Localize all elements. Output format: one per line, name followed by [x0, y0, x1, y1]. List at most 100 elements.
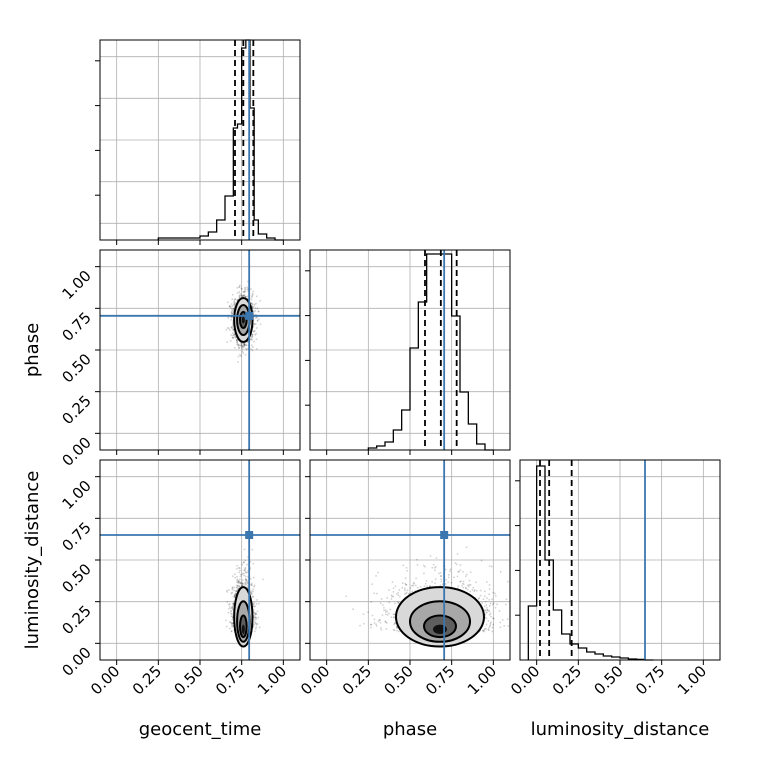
sample-point — [371, 583, 374, 586]
sample-point — [230, 622, 233, 625]
sample-point — [238, 291, 241, 293]
contour-line — [233, 586, 254, 648]
sample-point — [485, 627, 487, 630]
sample-point — [232, 309, 234, 312]
sample-point — [233, 594, 236, 597]
contour-line — [239, 311, 248, 329]
sample-point — [242, 352, 245, 354]
sample-point — [492, 623, 495, 626]
sample-point — [238, 285, 241, 288]
sample-point — [233, 301, 236, 304]
sample-point — [250, 296, 253, 299]
sample-point — [236, 587, 239, 590]
sample-point — [246, 571, 249, 574]
sample-point — [231, 310, 233, 312]
sample-point — [237, 360, 239, 363]
sample-point — [231, 625, 233, 628]
sample-point — [229, 621, 232, 624]
sample-point — [255, 603, 258, 605]
sample-point — [499, 570, 502, 573]
y-axis-label-luminosity-distance: luminosity_distance — [22, 471, 43, 650]
sample-point — [352, 608, 355, 611]
scatter-panel-geocent-time-vs-phase: 0.00 0.25 0.50 0.75 1.00 — [58, 249, 301, 470]
sample-point — [242, 346, 245, 349]
sample-point — [253, 630, 256, 633]
sample-point — [231, 298, 234, 301]
sample-point — [236, 567, 238, 570]
histogram-step — [527, 465, 654, 661]
sample-point — [231, 587, 234, 590]
sample-point — [254, 329, 256, 332]
sample-point — [236, 579, 239, 582]
sample-point — [244, 567, 247, 570]
sample-point — [392, 628, 395, 631]
sample-point — [386, 614, 389, 616]
sample-point — [239, 581, 241, 584]
sample-point — [440, 578, 443, 581]
sample-point — [244, 566, 247, 569]
sample-point — [498, 610, 501, 612]
sample-point — [385, 613, 387, 616]
sample-point — [471, 588, 474, 591]
sample-point — [253, 323, 256, 326]
sample-point — [458, 571, 460, 573]
sample-point — [244, 286, 246, 289]
sample-point — [434, 582, 436, 585]
sample-point — [459, 569, 462, 572]
sample-point — [411, 590, 414, 593]
sample-point — [238, 585, 241, 588]
sample-point — [494, 606, 497, 609]
sample-point — [419, 585, 422, 588]
sample-point — [242, 561, 245, 564]
sample-point — [246, 563, 248, 566]
sample-point — [250, 344, 253, 347]
sample-point — [373, 622, 376, 624]
sample-point — [488, 626, 491, 629]
sample-point — [241, 348, 244, 350]
sample-point — [484, 600, 487, 603]
sample-point — [251, 293, 254, 296]
sample-point — [231, 606, 233, 609]
sample-point — [401, 582, 404, 584]
sample-point — [429, 585, 431, 588]
sample-point — [243, 343, 246, 346]
sample-point — [242, 295, 245, 298]
sample-point — [390, 594, 393, 597]
sample-point — [243, 291, 246, 294]
sample-point — [384, 611, 387, 613]
sample-point — [254, 323, 257, 326]
sample-point — [245, 348, 248, 351]
sample-point — [423, 572, 425, 575]
sample-point — [230, 334, 233, 337]
sample-point — [405, 583, 407, 586]
sample-point — [492, 603, 494, 606]
sample-point — [454, 562, 457, 564]
sample-point — [501, 619, 504, 621]
sample-point — [482, 598, 485, 601]
sample-point — [256, 307, 259, 310]
sample-point — [490, 621, 492, 624]
sample-point — [494, 592, 496, 595]
sample-point — [488, 625, 491, 628]
sample-point — [233, 336, 236, 338]
sample-point — [445, 578, 448, 581]
sample-point — [485, 581, 488, 583]
sample-point — [469, 590, 472, 593]
sample-point — [236, 341, 239, 344]
sample-point — [489, 612, 492, 615]
sample-point — [381, 614, 384, 617]
sample-point — [483, 628, 486, 630]
y-tick-label: 0.00 — [58, 643, 94, 679]
sample-point — [226, 589, 228, 592]
sample-point — [229, 340, 232, 342]
sample-point — [254, 307, 257, 310]
sample-point — [256, 295, 258, 298]
sample-point — [397, 630, 400, 633]
sample-point — [228, 603, 231, 605]
sample-point — [236, 292, 239, 294]
sample-point — [231, 336, 234, 339]
sample-point — [244, 578, 247, 581]
sample-point — [231, 575, 234, 577]
sample-point — [466, 584, 469, 587]
sample-point — [251, 335, 254, 338]
